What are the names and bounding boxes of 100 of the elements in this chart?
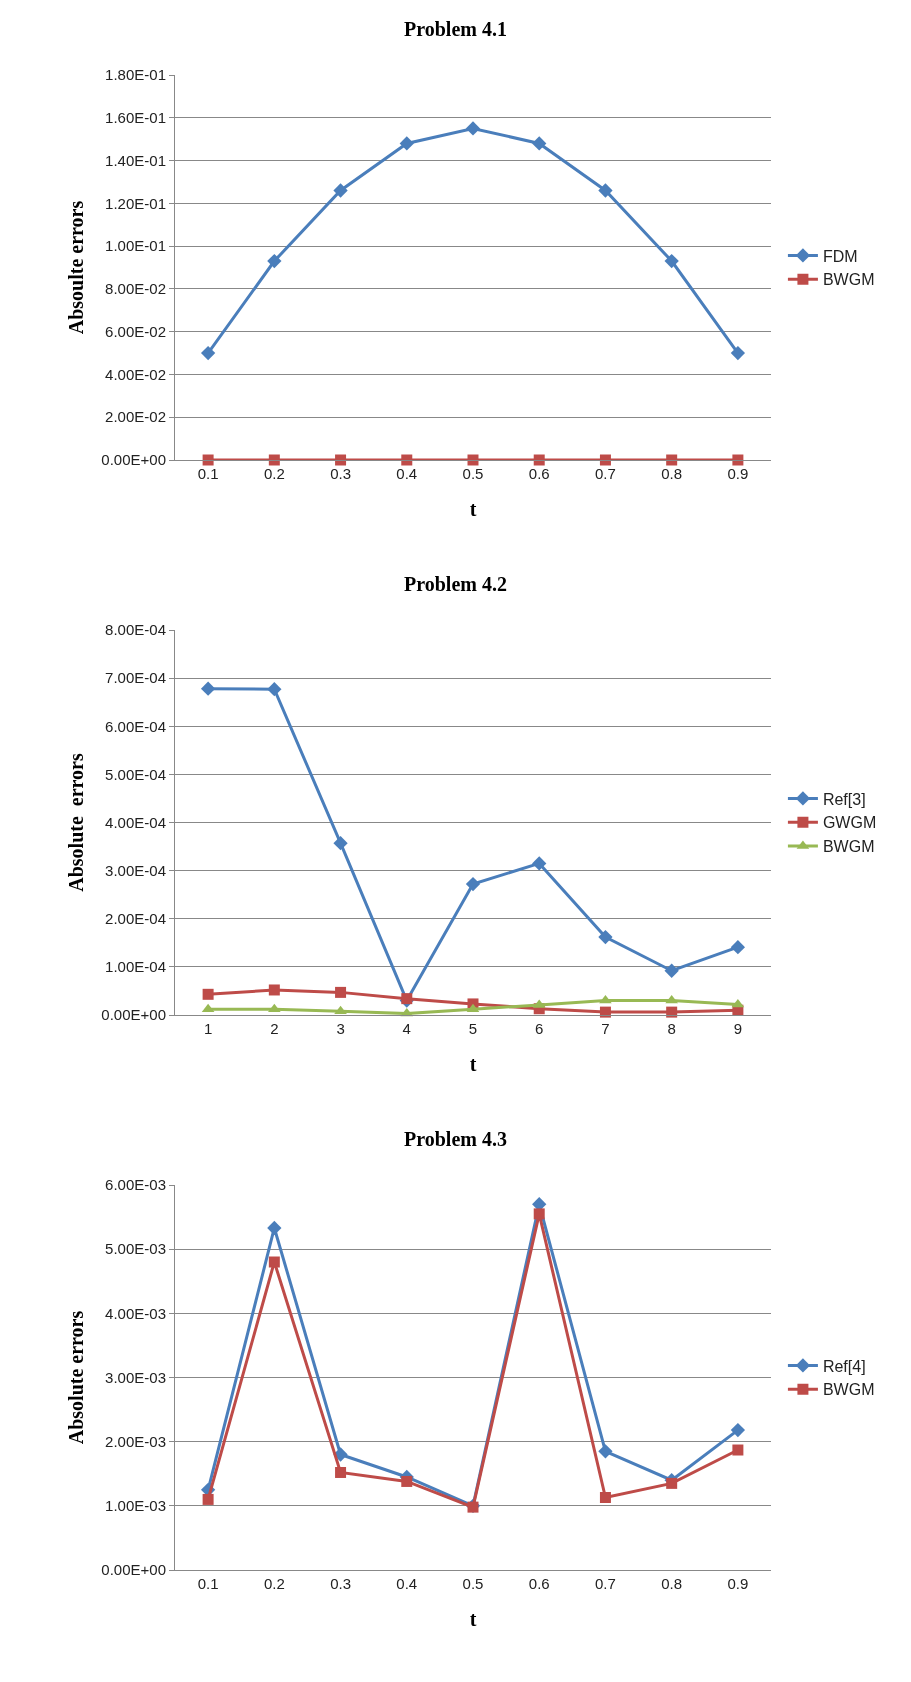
y-tick-label: 1.80E-01 [105, 66, 166, 84]
x-tick-label: 4 [402, 1020, 411, 1037]
y-tick-label: 4.00E-03 [105, 1304, 166, 1322]
y-tick-label: 5.00E-04 [105, 765, 166, 783]
y-tick-label: 5.00E-03 [105, 1240, 166, 1258]
x-tick-label: 0.5 [462, 1575, 484, 1592]
y-tick-label: 2.00E-02 [105, 408, 166, 426]
x-axis-title: t [469, 1607, 477, 1630]
legend-label: GWGM [822, 814, 877, 832]
y-tick-label: 0.00E+00 [101, 451, 166, 469]
point [730, 345, 746, 361]
point [399, 136, 414, 151]
point [532, 856, 547, 871]
x-tick-label: 0.3 [330, 1575, 351, 1592]
y-tick-label: 8.00E-04 [105, 621, 166, 639]
point [401, 1475, 413, 1487]
x-tick-label: 0.6 [528, 1575, 550, 1592]
x-tick-label: 0.7 [595, 1575, 616, 1592]
point [268, 454, 280, 466]
x-tick-label: 0.2 [263, 465, 285, 482]
point [599, 454, 611, 466]
point [732, 454, 744, 466]
chart-title: Problem 4.3 [404, 1128, 507, 1151]
y-axis-title: Absolute errors [64, 753, 87, 892]
x-tick-label: 0.1 [197, 1575, 219, 1592]
point [532, 136, 547, 151]
x-axis-title: t [469, 1052, 477, 1075]
x-tick-label: 6 [535, 1020, 544, 1037]
y-tick-label: 0.00E+00 [101, 1006, 166, 1024]
x-tick-label: 0.4 [396, 1575, 418, 1592]
x-tick-label: 9 [733, 1020, 743, 1037]
x-tick-label: 0.3 [330, 465, 351, 482]
point [335, 454, 347, 466]
y-tick-label: 7.00E-04 [105, 669, 166, 687]
y-tick-label: 1.00E-01 [105, 237, 166, 255]
y-tick-label: 6.00E-02 [105, 322, 166, 340]
x-tick-label: 0.2 [263, 1575, 285, 1592]
point [599, 1006, 611, 1018]
y-tick-label: 1.00E-03 [105, 1497, 166, 1515]
point [732, 1444, 744, 1456]
x-tick-label: 0.8 [661, 465, 683, 482]
point [200, 681, 216, 696]
x-tick-label: 0.1 [197, 465, 219, 482]
x-axis-title: t [469, 497, 477, 520]
chart-title: Problem 4.1 [404, 18, 507, 41]
y-tick-label: 2.00E-04 [105, 910, 166, 927]
y-axis-title: Absoulte errors [64, 200, 87, 335]
x-tick-label: 5 [468, 1020, 478, 1037]
legend-label: BWGM [822, 838, 875, 856]
point [335, 986, 347, 998]
x-tick-label: 0.9 [727, 1575, 749, 1592]
x-tick-label: 0.9 [727, 465, 749, 482]
point [664, 963, 679, 978]
point [267, 1220, 282, 1236]
y-axis-title: Absolute errors [64, 1310, 87, 1445]
x-tick-label: 1 [203, 1020, 213, 1037]
y-tick-label: 8.00E-02 [105, 280, 166, 298]
y-tick-label: 0.00E+00 [101, 1561, 166, 1579]
point [202, 454, 214, 466]
y-tick-label: 1.60E-01 [105, 109, 166, 127]
y-tick-label: 4.00E-04 [105, 813, 166, 831]
point [268, 984, 280, 996]
y-tick-label: 2.00E-03 [105, 1432, 166, 1450]
point [533, 454, 545, 466]
legend-label: BWGM [822, 1381, 875, 1399]
point [598, 183, 613, 198]
x-tick-label: 0.8 [661, 1575, 683, 1592]
x-tick-label: 7 [601, 1020, 610, 1037]
point [267, 253, 282, 269]
point [599, 1491, 611, 1503]
point [533, 1208, 545, 1220]
point [666, 1006, 678, 1018]
point [267, 682, 282, 697]
point [202, 1493, 214, 1505]
point [268, 1256, 280, 1268]
point [333, 836, 348, 851]
point [598, 1444, 613, 1459]
point [465, 876, 481, 892]
legend-label: Ref[4] [822, 1357, 866, 1375]
point [333, 183, 348, 198]
y-tick-label: 3.00E-03 [105, 1368, 166, 1386]
x-tick-label: 2 [270, 1020, 279, 1037]
x-tick-label: 3 [336, 1020, 345, 1037]
x-tick-label: 0.6 [528, 465, 550, 482]
x-tick-label: 0.4 [396, 465, 418, 482]
point [335, 1466, 347, 1478]
chart-title: Problem 4.2 [404, 573, 507, 596]
point [598, 929, 613, 945]
y-tick-label: 6.00E-04 [105, 717, 166, 735]
y-tick-label: 4.00E-02 [105, 365, 166, 383]
point [730, 1422, 746, 1438]
point [664, 253, 679, 269]
point [467, 454, 479, 466]
point [200, 345, 216, 361]
point [401, 454, 413, 466]
legend-label: BWGM [822, 271, 875, 289]
y-tick-label: 3.00E-04 [105, 861, 166, 879]
legend-label: Ref[3] [822, 790, 866, 808]
point [202, 988, 214, 1000]
y-tick-label: 1.40E-01 [105, 151, 166, 169]
